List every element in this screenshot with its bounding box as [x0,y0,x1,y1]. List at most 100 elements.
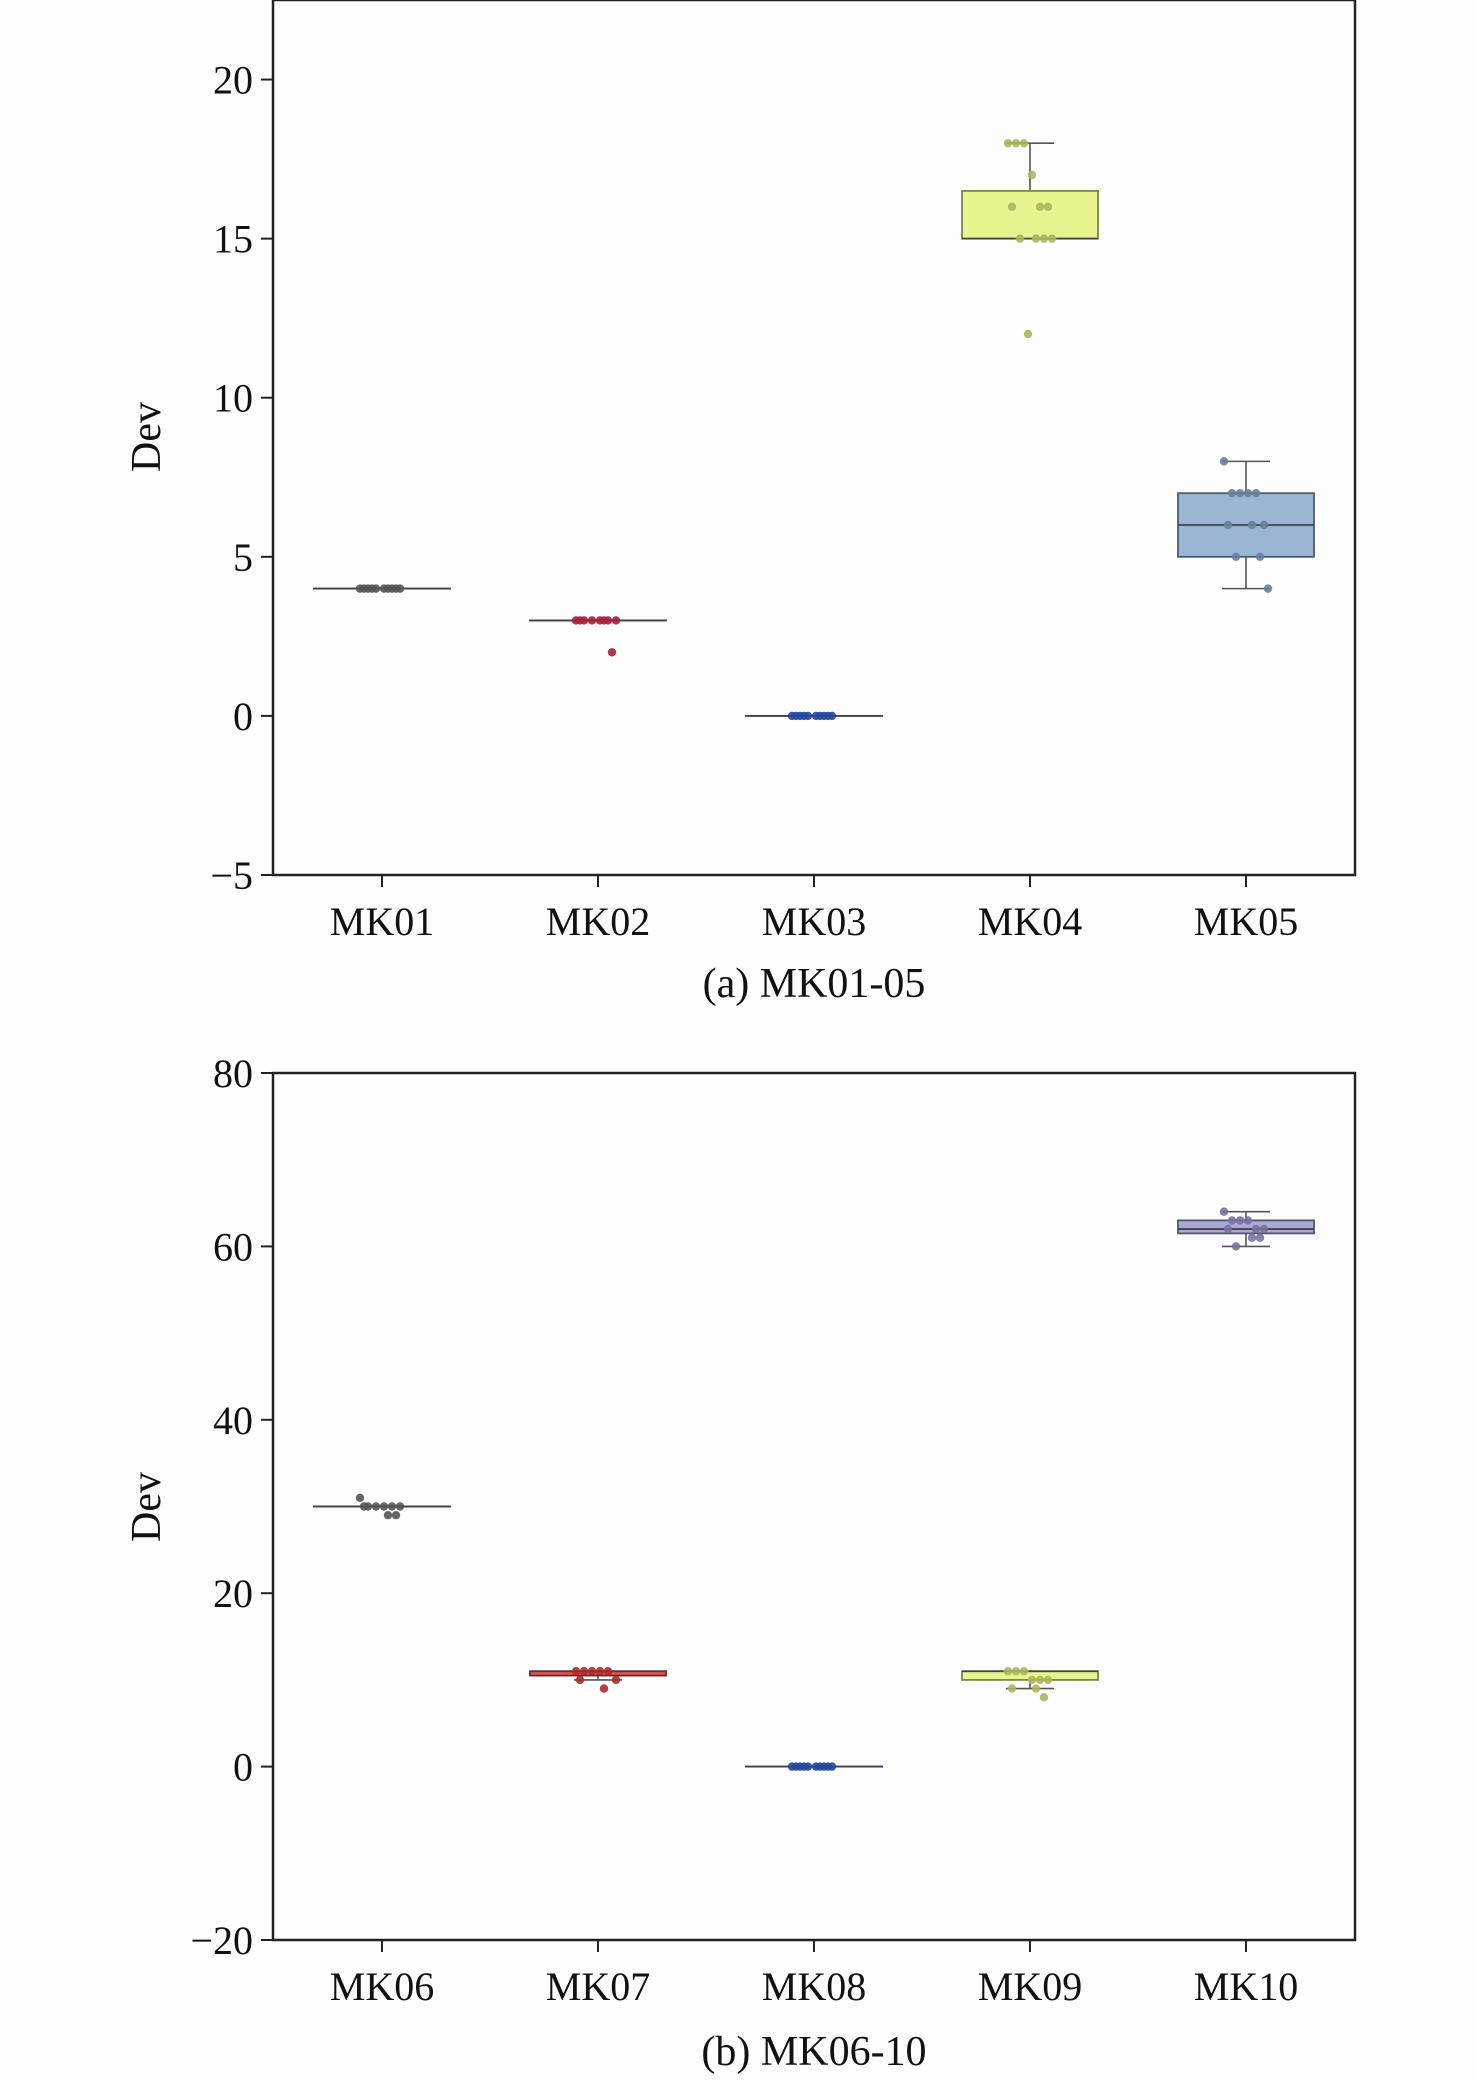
data-point [1035,202,1045,212]
data-point [1259,1224,1269,1234]
data-point [1251,1224,1261,1234]
y-tick-label: 15 [213,217,253,262]
data-point [1003,138,1013,148]
data-point [1027,170,1037,180]
data-point [1043,202,1053,212]
data-point [1043,1675,1053,1685]
marks-b: −20 0 20 40 60 80 MK06 MK07 MK08 MK09 MK10 [190,1051,1315,2009]
data-point [1243,1216,1253,1225]
x-tick-label: MK04 [978,899,1082,944]
data-point [1227,1216,1237,1225]
plot-frame-b [271,1071,1357,1942]
data-point [575,1675,585,1685]
box-mk06 [313,1493,451,1520]
data-point [1223,1224,1233,1234]
data-point [371,1502,381,1511]
y-tick-label: 20 [213,58,253,103]
box-mk04 [961,138,1099,339]
box-mk02 [529,616,667,657]
y-tick-label: 0 [233,694,253,739]
box-mk08 [745,1762,883,1771]
data-point [611,616,621,625]
data-point [1255,552,1265,562]
data-point [799,1762,809,1771]
data-point [823,1762,833,1771]
y-tick-label: −5 [210,853,253,898]
y-tick-label: 0 [233,1745,253,1790]
x-tick-label: MK10 [1194,1964,1298,2009]
data-point [1027,1675,1037,1685]
y-tick-label: 40 [213,1398,253,1443]
x-tick-label: MK02 [546,899,650,944]
data-point [571,1667,581,1676]
panel-b: −20 0 20 40 60 80 MK06 MK07 MK08 MK09 MK10 Dev (b)… [124,1051,1357,2075]
data-point [579,1667,589,1676]
x-tick-label: MK08 [762,1964,866,2009]
box-mk09 [961,1667,1099,1702]
x-tick-label: MK05 [1194,899,1298,944]
data-point [395,1502,405,1511]
data-point [1251,488,1261,498]
caption-a: (a) MK01-05 [703,961,926,1007]
data-point [379,1502,389,1511]
panel-a: −5 0 5 10 15 20 MK01 MK02 MK03 MK04 MK05 Dev (a) M… [124,0,1357,1007]
plot-frame-a [271,0,1357,877]
box-mk10 [1177,1207,1315,1251]
data-point [1243,488,1253,498]
data-point [799,711,809,721]
data-point [611,1675,621,1685]
data-point [815,711,825,721]
data-point [1031,1684,1041,1693]
data-point [359,1502,369,1511]
data-point [1031,234,1041,243]
data-point [1035,1675,1045,1685]
caption-b: (b) MK06-10 [701,2029,926,2075]
y-tick-label: 10 [213,376,253,421]
data-point [603,1667,613,1676]
data-point [1247,520,1257,530]
data-point [391,1510,401,1520]
y-tick-label: −20 [190,1918,253,1963]
x-tick-label: MK07 [546,1964,650,2009]
data-point [791,711,801,721]
data-point [791,1762,801,1771]
y-axis-title-b: Dev [124,1472,170,1542]
data-point [607,648,617,657]
data-point [1019,1667,1029,1676]
data-point [359,584,369,593]
data-point [1011,1667,1021,1676]
data-point [1219,457,1229,466]
data-point [1231,1242,1241,1251]
data-point [1007,202,1017,212]
data-point [1247,1233,1257,1242]
data-point [599,616,609,625]
box-mk05 [1177,457,1315,593]
y-tick-label: 80 [213,1051,253,1096]
data-point [1263,584,1273,593]
data-point [1235,488,1245,498]
box-mk03 [745,711,883,721]
marks-a: −5 0 5 10 15 20 MK01 MK02 MK03 MK04 MK05 [210,58,1315,944]
x-tick-label: MK01 [330,899,434,944]
data-point [1007,1684,1017,1693]
data-point [355,1493,365,1503]
data-point [823,711,833,721]
y-tick-label: 20 [213,1571,253,1616]
box-body [961,190,1099,240]
box-mk01 [313,584,451,593]
data-point [1235,1216,1245,1225]
data-point [1259,520,1269,530]
data-point [1019,138,1029,148]
data-point [575,616,585,625]
data-point [595,1667,605,1676]
x-tick-label: MK03 [762,899,866,944]
box-mk07 [529,1667,667,1693]
y-tick-label: 5 [233,535,253,580]
data-point [1015,234,1025,243]
data-point [1227,488,1237,498]
data-point [1223,520,1233,530]
data-point [1011,138,1021,148]
data-point [1219,1207,1229,1216]
data-point [599,1684,609,1693]
